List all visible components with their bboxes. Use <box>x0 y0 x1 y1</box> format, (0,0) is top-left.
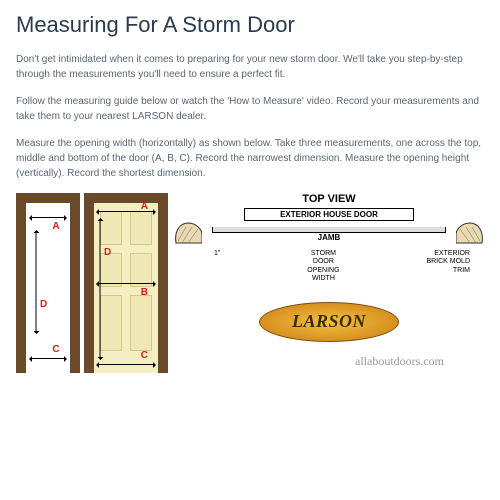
intro-paragraph-1: Don't get intimidated when it comes to p… <box>16 52 484 82</box>
intro-paragraph-2: Follow the measuring guide below or watc… <box>16 94 484 124</box>
jamb-center: JAMB <box>206 227 452 242</box>
jamb-label: JAMB <box>206 233 452 242</box>
arrow-height-d-left <box>36 231 37 333</box>
jamb-hatch-left <box>174 221 202 247</box>
jamb-row: JAMB <box>174 221 484 247</box>
top-view-dimension-labels: 1" STORM DOOR OPENING WIDTH EXTERIOR BRI… <box>174 247 484 284</box>
label-c-right: C <box>141 350 148 361</box>
storm-opening-label: STORM DOOR OPENING WIDTH <box>307 250 339 284</box>
intro-paragraph-3: Measure the opening width (horizontally)… <box>16 136 484 181</box>
top-view-diagram: TOP VIEW EXTERIOR HOUSE DOOR JAMB 1" STO… <box>174 193 484 373</box>
door-panel-mr <box>130 253 152 287</box>
label-d-left: D <box>40 299 47 310</box>
jamb-hatch-right <box>456 221 484 247</box>
door-diagrams: A D C A D B C <box>16 193 168 373</box>
arrow-d-right <box>100 219 101 359</box>
arrow-width-a <box>30 217 66 218</box>
label-d-right: D <box>104 247 111 258</box>
arrow-b-right <box>97 283 155 284</box>
diagram-area: A D C A D B C TOP VIEW EXTERIOR HOU <box>16 193 484 373</box>
exterior-door-label: EXTERIOR HOUSE DOOR <box>244 208 414 221</box>
door-panel-ml <box>100 253 122 287</box>
watermark-text: allaboutdoors.com <box>355 354 444 369</box>
door-panel-br <box>130 295 152 351</box>
one-inch-left: 1" <box>214 250 220 284</box>
brick-mold-label: EXTERIOR BRICK MOLD TRIM <box>426 250 470 284</box>
larson-logo: LARSON <box>259 302 399 342</box>
label-a-right: A <box>141 201 148 212</box>
door-panel-tr <box>130 211 152 245</box>
label-c-left: C <box>52 344 59 355</box>
top-view-heading: TOP VIEW <box>174 193 484 205</box>
arrow-c-right <box>97 364 155 365</box>
page-title: Measuring For A Storm Door <box>16 12 484 38</box>
label-a: A <box>52 221 59 232</box>
door-panel-bl <box>100 295 122 351</box>
frame-outline-left: A D C <box>16 193 80 373</box>
label-b-right: B <box>141 287 148 298</box>
arrow-width-c <box>30 358 66 359</box>
door-panel-right: A D B C <box>84 193 168 373</box>
